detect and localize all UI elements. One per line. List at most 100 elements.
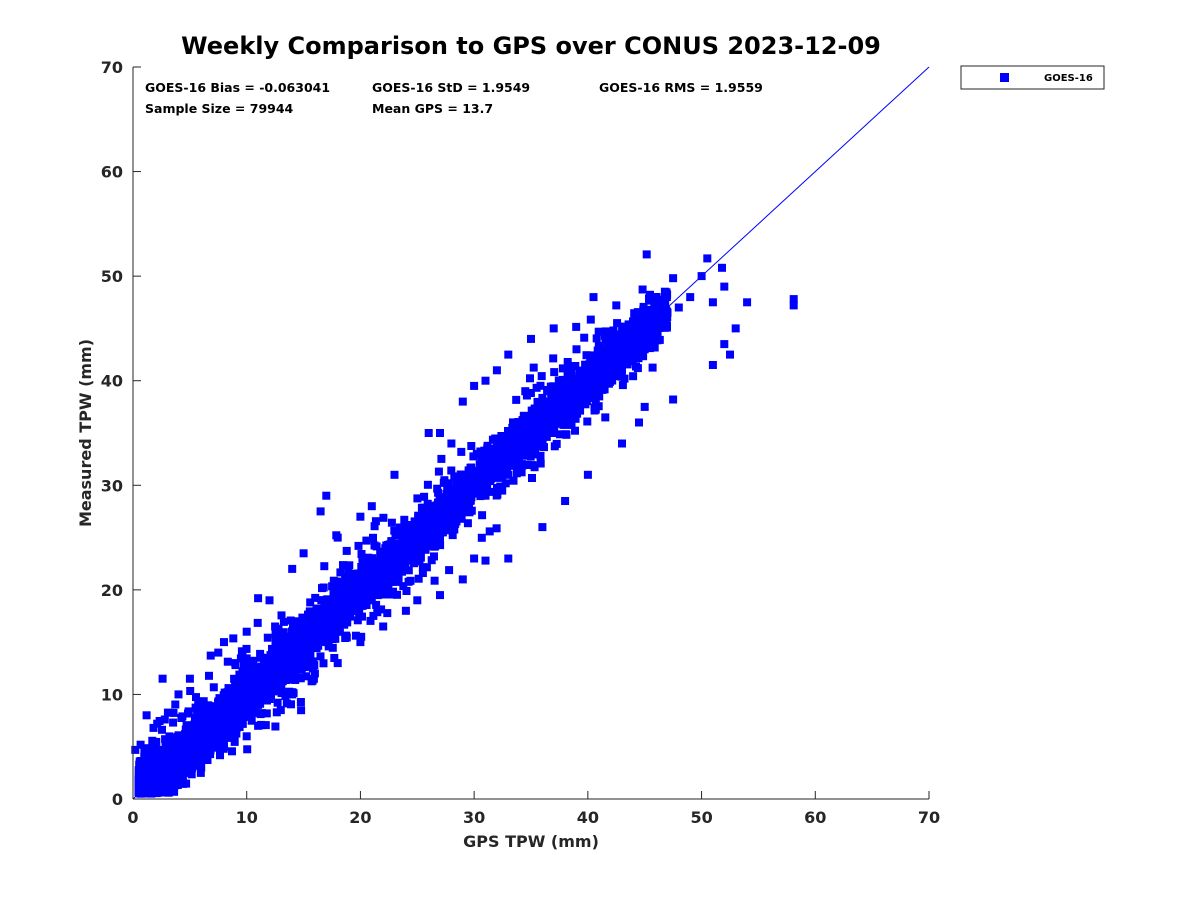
data-point <box>263 696 271 705</box>
data-point <box>422 563 431 572</box>
data-point <box>421 545 430 554</box>
data-point <box>657 297 666 306</box>
data-point <box>361 597 370 606</box>
data-point <box>620 374 629 383</box>
data-point <box>287 663 296 672</box>
chart-title: Weekly Comparison to GPS over CONUS 2023… <box>181 32 881 60</box>
data-point <box>625 330 634 339</box>
data-point <box>379 513 388 522</box>
data-point <box>204 721 213 730</box>
data-point <box>182 779 191 788</box>
data-point <box>580 368 589 377</box>
data-point <box>316 652 325 661</box>
data-point <box>277 611 286 620</box>
data-point <box>400 515 409 524</box>
data-point <box>571 426 579 435</box>
data-point <box>308 611 317 620</box>
data-point <box>200 727 209 736</box>
data-point <box>618 381 627 390</box>
data-point <box>554 392 563 401</box>
data-point <box>453 483 462 492</box>
data-point <box>286 638 295 647</box>
data-point <box>300 647 309 656</box>
data-point <box>558 375 567 384</box>
data-point <box>498 449 507 457</box>
data-point <box>170 787 179 796</box>
data-point <box>150 742 159 751</box>
data-point <box>585 362 593 370</box>
data-point <box>419 505 428 514</box>
data-point <box>456 514 464 523</box>
data-point <box>288 631 297 640</box>
data-point <box>530 463 539 472</box>
data-point <box>497 437 506 446</box>
data-point <box>373 591 382 600</box>
data-point <box>370 522 379 531</box>
data-point <box>445 566 454 575</box>
data-point <box>414 574 423 583</box>
data-point <box>146 774 155 783</box>
data-point <box>308 639 317 648</box>
data-point <box>412 528 421 537</box>
data-point <box>618 322 627 331</box>
data-point <box>273 698 282 707</box>
data-point <box>339 589 348 598</box>
data-point <box>199 697 208 706</box>
data-point <box>304 630 313 638</box>
data-point <box>308 664 317 673</box>
data-point <box>224 728 233 737</box>
data-point <box>287 658 296 667</box>
data-point <box>550 368 559 377</box>
data-point <box>230 737 239 746</box>
data-point <box>181 729 190 738</box>
data-point <box>229 634 238 643</box>
data-point <box>517 468 526 477</box>
data-point <box>328 643 337 652</box>
data-point <box>206 651 215 660</box>
data-point <box>355 608 364 617</box>
data-point <box>582 351 591 360</box>
data-point <box>525 414 534 423</box>
data-point <box>611 372 620 381</box>
data-point <box>172 758 181 767</box>
data-point <box>413 519 422 528</box>
data-point <box>149 723 158 732</box>
data-point <box>437 514 446 523</box>
data-point <box>232 683 241 692</box>
data-point <box>509 476 518 485</box>
data-point <box>235 715 244 724</box>
data-point <box>594 342 603 350</box>
data-point <box>580 372 588 381</box>
data-point <box>456 492 465 501</box>
data-point <box>242 654 251 663</box>
data-point <box>416 553 425 562</box>
data-point <box>299 640 307 649</box>
data-point <box>297 706 306 715</box>
data-point <box>357 632 366 641</box>
data-point <box>611 362 620 371</box>
data-point <box>373 567 382 576</box>
data-point <box>390 526 399 535</box>
data-point <box>575 393 583 402</box>
data-point <box>279 617 288 626</box>
data-point <box>275 667 284 676</box>
data-point <box>387 518 396 527</box>
data-point <box>468 468 477 477</box>
data-point <box>320 620 329 629</box>
data-point <box>287 700 295 709</box>
data-point <box>639 352 648 361</box>
data-point <box>545 387 554 396</box>
data-point <box>584 384 593 393</box>
data-point <box>368 554 377 563</box>
data-point <box>600 331 609 340</box>
data-point <box>601 327 610 336</box>
data-point <box>642 331 651 340</box>
data-point <box>591 354 600 363</box>
data-point <box>593 346 602 355</box>
data-point <box>425 512 434 520</box>
data-point <box>148 736 157 745</box>
data-point <box>495 442 504 451</box>
data-point <box>477 533 486 542</box>
data-point <box>371 517 380 526</box>
data-point <box>278 631 287 640</box>
